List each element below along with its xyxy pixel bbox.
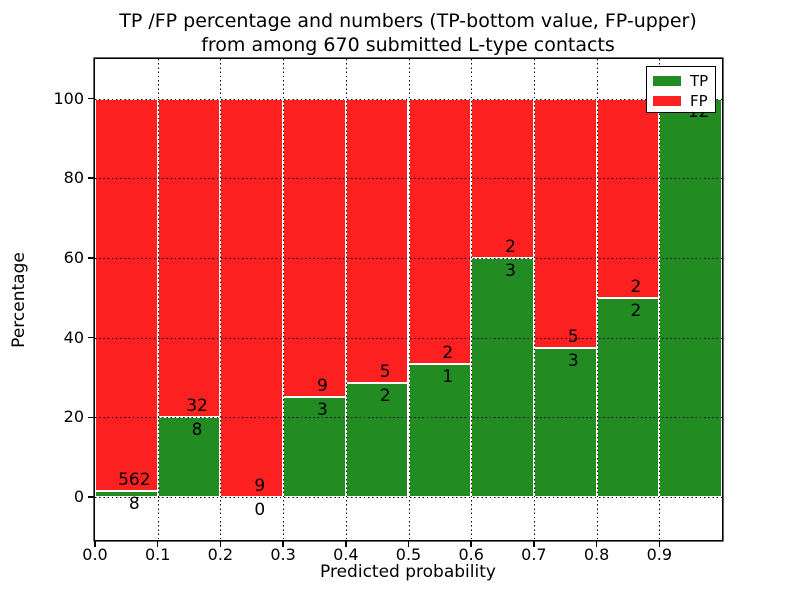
fp-count-label: 5: [379, 362, 391, 383]
fp-count-label: 32: [186, 396, 208, 417]
chart-title-line1: TP /FP percentage and numbers (TP-bottom…: [119, 10, 697, 32]
y-tick-mark: [88, 97, 95, 100]
gridline-vertical: [157, 59, 159, 540]
y-tick-mark: [88, 496, 95, 498]
fp-count-label: 9: [254, 476, 266, 496]
bar-fp-segment: [345, 98, 409, 384]
bar-tp-segment: [345, 383, 409, 497]
y-tick-label: 40: [63, 327, 84, 347]
x-tick-label: 0.8: [583, 545, 610, 564]
legend-label-tp: TP: [690, 72, 709, 90]
fp-count-label: 562: [118, 470, 151, 491]
bar-tp-segment: [408, 364, 472, 497]
y-tick-mark: [88, 177, 95, 179]
bar-fp-segment: [596, 98, 660, 298]
fp-count-label: 5: [567, 326, 579, 347]
bar-fp-segment: [408, 98, 472, 365]
x-tick-mark: [533, 540, 535, 547]
y-tick-label: 20: [63, 407, 84, 427]
bar-tp-segment: [157, 417, 221, 497]
gridline-vertical: [345, 59, 347, 540]
bar-tp-segment: [95, 491, 158, 497]
bar-tp-segment: [596, 297, 660, 497]
tp-count-label: 2: [379, 386, 391, 407]
y-tick-mark: [88, 336, 95, 339]
legend-swatch-fp-icon: [653, 96, 681, 106]
legend: TP FP: [646, 66, 716, 113]
x-tick-label: 0.7: [521, 545, 547, 564]
fp-count-label: 2: [505, 236, 516, 257]
tp-count-label: 8: [128, 494, 140, 515]
y-tick-label: 0: [73, 487, 84, 506]
x-tick-mark: [282, 540, 284, 547]
x-tick-mark: [470, 540, 472, 547]
gridline-vertical: [659, 59, 661, 540]
tp-count-label: 0: [254, 500, 266, 520]
legend-label-fp: FP: [690, 92, 708, 110]
bar-fp-segment: [283, 98, 346, 398]
bar-tp-segment: [471, 257, 534, 497]
x-tick-mark: [219, 540, 222, 547]
x-tick-label: 0.3: [270, 545, 296, 564]
x-tick-mark: [94, 540, 96, 547]
gridline-vertical: [408, 59, 410, 540]
bar-fp-segment: [220, 98, 284, 497]
tp-count-label: 8: [191, 420, 203, 441]
bar-tp-segment: [283, 397, 346, 497]
bar-fp-segment: [95, 98, 158, 492]
legend-swatch-tp-icon: [653, 76, 681, 86]
bar-tp-segment: [659, 98, 722, 497]
tp-count-label: 3: [567, 350, 579, 371]
tp-count-label: 3: [505, 260, 516, 281]
x-tick-label: 0.9: [646, 545, 673, 564]
x-tick-mark: [407, 540, 410, 547]
fp-count-label: 2: [630, 276, 642, 297]
y-tick-label: 60: [63, 247, 84, 267]
y-tick-label: 80: [63, 168, 84, 188]
tp-count-label: 2: [630, 300, 642, 321]
gridline-vertical: [533, 59, 535, 540]
legend-item-tp: TP: [653, 71, 715, 91]
x-tick-mark: [595, 540, 598, 547]
x-tick-label: 0.6: [458, 545, 484, 564]
bar-fp-segment: [533, 98, 597, 348]
x-tick-mark: [658, 540, 661, 547]
y-tick-mark: [88, 257, 95, 259]
x-tick-label: 0.1: [144, 545, 171, 564]
chart-title: TP /FP percentage and numbers (TP-bottom…: [8, 9, 800, 57]
x-tick-mark: [345, 540, 347, 547]
bar-tp-segment: [533, 347, 597, 497]
fp-count-label: 2: [442, 343, 454, 364]
gridline-vertical: [283, 59, 285, 540]
x-tick-label: 0.4: [333, 545, 359, 564]
gridline-vertical: [471, 59, 473, 540]
gridline-vertical: [220, 59, 222, 540]
gridline-vertical: [596, 59, 598, 540]
x-tick-label: 0.2: [207, 545, 234, 564]
fp-count-label: 9: [317, 376, 328, 397]
legend-item-fp: FP: [653, 91, 715, 111]
y-tick-label: 100: [53, 88, 84, 108]
x-tick-label: 0.5: [395, 545, 422, 564]
y-axis-label: Percentage: [9, 252, 29, 348]
x-axis-label: Predicted probability: [320, 562, 496, 582]
tp-count-label: 1: [442, 367, 454, 388]
chart-title-line2: from among 670 submitted L-type contacts: [201, 34, 615, 56]
plot-area: 562832890935221235322012: [95, 59, 722, 540]
x-tick-label: 0.0: [82, 545, 108, 564]
y-tick-mark: [88, 416, 95, 419]
tp-count-label: 3: [317, 400, 328, 421]
x-tick-mark: [156, 540, 159, 547]
